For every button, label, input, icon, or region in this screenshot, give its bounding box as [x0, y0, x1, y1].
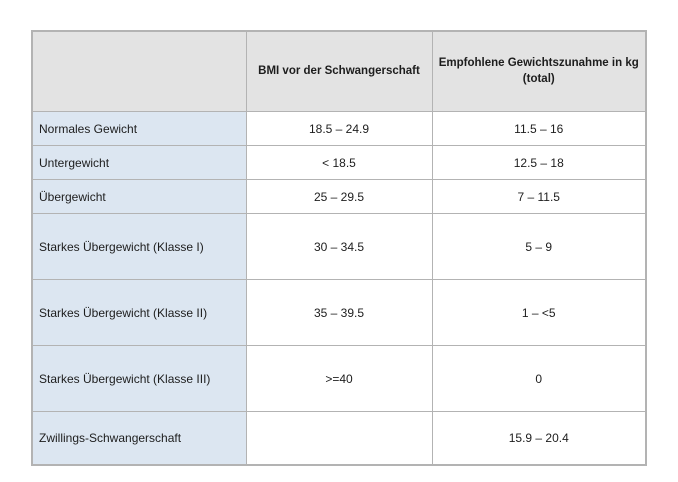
table-header: BMI vor der Schwangerschaft Empfohlene G… [31, 30, 647, 112]
weight-gain-header-cell: Empfohlene Gewichtszunahme in kg (total) [431, 30, 647, 112]
bmi-value-cell: < 18.5 [245, 145, 433, 180]
corner-header-cell [31, 30, 247, 112]
table-row: Starkes Übergewicht (Klasse II) 35 – 39.5… [31, 279, 647, 346]
category-cell: Starkes Übergewicht (Klasse I) [31, 213, 247, 280]
gain-value-cell: 15.9 – 20.4 [431, 411, 647, 466]
gain-value-cell: 1 – <5 [431, 279, 647, 346]
category-cell: Normales Gewicht [31, 111, 247, 146]
bmi-weight-gain-table: BMI vor der Schwangerschaft Empfohlene G… [31, 30, 647, 466]
gain-value-cell: 0 [431, 345, 647, 412]
category-cell: Starkes Übergewicht (Klasse III) [31, 345, 247, 412]
bmi-value-cell: 18.5 – 24.9 [245, 111, 433, 146]
category-cell: Zwillings-Schwangerschaft [31, 411, 247, 466]
bmi-value-cell: 25 – 29.5 [245, 179, 433, 214]
gain-value-cell: 5 – 9 [431, 213, 647, 280]
category-cell: Untergewicht [31, 145, 247, 180]
table-row: Untergewicht < 18.5 12.5 – 18 [31, 145, 647, 180]
gain-value-cell: 7 – 11.5 [431, 179, 647, 214]
bmi-header-cell: BMI vor der Schwangerschaft [245, 30, 433, 112]
table-row: Starkes Übergewicht (Klasse III) >=40 0 [31, 345, 647, 412]
table-row: Zwillings-Schwangerschaft 15.9 – 20.4 [31, 411, 647, 466]
data-table: BMI vor der Schwangerschaft Empfohlene G… [31, 30, 647, 466]
gain-value-cell: 12.5 – 18 [431, 145, 647, 180]
gain-value-cell: 11.5 – 16 [431, 111, 647, 146]
bmi-value-cell: 35 – 39.5 [245, 279, 433, 346]
category-cell: Übergewicht [31, 179, 247, 214]
header-row: BMI vor der Schwangerschaft Empfohlene G… [31, 30, 647, 112]
table-row: Übergewicht 25 – 29.5 7 – 11.5 [31, 179, 647, 214]
table-body: Normales Gewicht 18.5 – 24.9 11.5 – 16 Unte… [31, 111, 647, 466]
table-row: Normales Gewicht 18.5 – 24.9 11.5 – 16 [31, 111, 647, 146]
table-row: Starkes Übergewicht (Klasse I) 30 – 34.5 5… [31, 213, 647, 280]
category-cell: Starkes Übergewicht (Klasse II) [31, 279, 247, 346]
bmi-value-cell: >=40 [245, 345, 433, 412]
bmi-value-cell: 30 – 34.5 [245, 213, 433, 280]
bmi-value-cell [245, 411, 433, 466]
